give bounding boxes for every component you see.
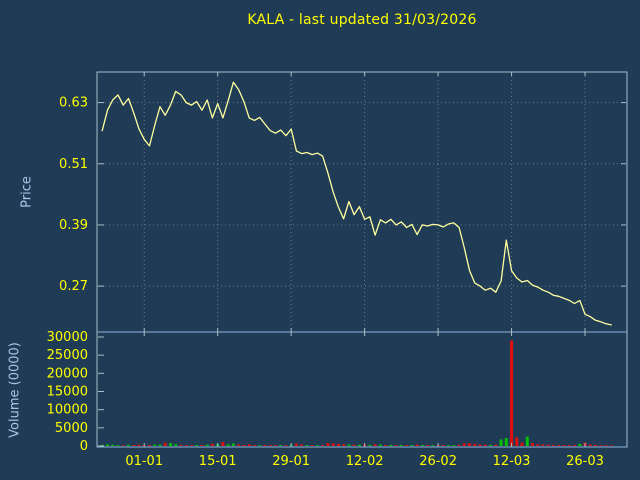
svg-text:0.51: 0.51 bbox=[59, 157, 88, 172]
svg-text:30000: 30000 bbox=[47, 330, 88, 345]
svg-text:0.39: 0.39 bbox=[59, 218, 88, 233]
svg-text:01-01: 01-01 bbox=[125, 454, 163, 469]
svg-text:10000: 10000 bbox=[47, 403, 88, 418]
svg-text:5000: 5000 bbox=[55, 421, 88, 436]
svg-text:15-01: 15-01 bbox=[199, 454, 237, 469]
svg-text:12-03: 12-03 bbox=[493, 454, 531, 469]
svg-text:15000: 15000 bbox=[47, 385, 88, 400]
svg-text:25000: 25000 bbox=[47, 348, 88, 363]
svg-text:0.63: 0.63 bbox=[59, 96, 88, 111]
svg-text:12-02: 12-02 bbox=[346, 454, 384, 469]
svg-text:20000: 20000 bbox=[47, 366, 88, 381]
svg-text:26-03: 26-03 bbox=[566, 454, 604, 469]
svg-text:26-02: 26-02 bbox=[419, 454, 457, 469]
svg-text:0.27: 0.27 bbox=[59, 279, 88, 294]
chart-title: KALA - last updated 31/03/2026 bbox=[247, 12, 477, 28]
svg-text:29-01: 29-01 bbox=[272, 454, 310, 469]
svg-text:0: 0 bbox=[80, 439, 88, 454]
